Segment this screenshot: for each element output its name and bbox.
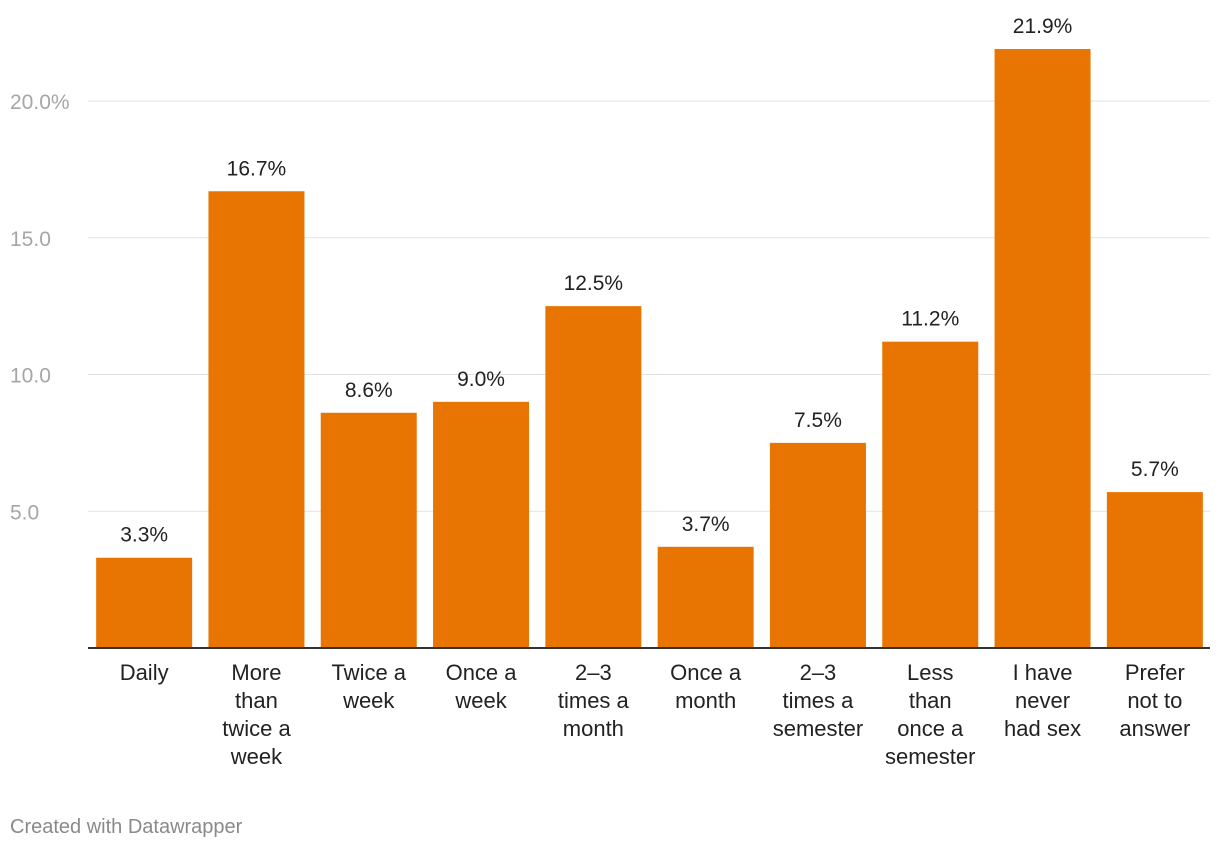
bar (769, 442, 866, 648)
y-tick-label: 5.0 (10, 501, 39, 524)
x-tick-label: 2–3 times a month (558, 660, 630, 741)
bar (96, 557, 193, 648)
value-label: 21.9% (1013, 15, 1073, 38)
x-tick-label: Twice a week (331, 660, 406, 713)
bar (1106, 492, 1203, 648)
x-tick-label: Prefer not to answer (1119, 660, 1190, 741)
value-labels: 3.3% 16.7% 8.6% 9.0% 12.5% 3.7% 7.5% 11.2% 21.9%… (120, 15, 1179, 547)
bar (657, 546, 754, 648)
value-label: 3.3% (120, 524, 168, 547)
x-tick-label: Daily (120, 660, 169, 685)
value-label: 5.7% (1131, 458, 1179, 481)
bar (882, 341, 979, 648)
x-tick-label: Once a month (670, 660, 742, 713)
value-label: 8.6% (345, 379, 393, 402)
value-label: 11.2% (901, 308, 959, 331)
value-label: 7.5% (794, 409, 842, 432)
datawrapper-credit: Created with Datawrapper (10, 816, 243, 838)
bar (994, 49, 1091, 649)
bar (433, 401, 530, 648)
x-axis-labels: Daily More than twice a week Twice a week Once … (120, 660, 1191, 769)
value-label: 12.5% (564, 272, 624, 295)
y-axis-ticks: 5.0 10.0 15.0 20.0% (10, 91, 70, 524)
y-tick-label: 20.0% (10, 91, 70, 114)
bar (208, 191, 305, 648)
bar (320, 412, 417, 648)
x-tick-label: More than twice a week (222, 660, 291, 769)
value-label: 9.0% (457, 368, 505, 391)
x-tick-label: Less than once a semester (885, 660, 975, 769)
x-tick-label: Once a week (446, 660, 518, 713)
x-tick-label: 2–3 times a semester (773, 660, 863, 741)
x-tick-label: I have never had sex (1004, 660, 1081, 741)
value-label: 16.7% (227, 157, 287, 180)
value-label: 3.7% (682, 513, 730, 536)
y-tick-label: 10.0 (10, 365, 51, 388)
bar (545, 306, 642, 648)
bars (96, 49, 1203, 649)
y-tick-label: 15.0 (10, 228, 51, 251)
